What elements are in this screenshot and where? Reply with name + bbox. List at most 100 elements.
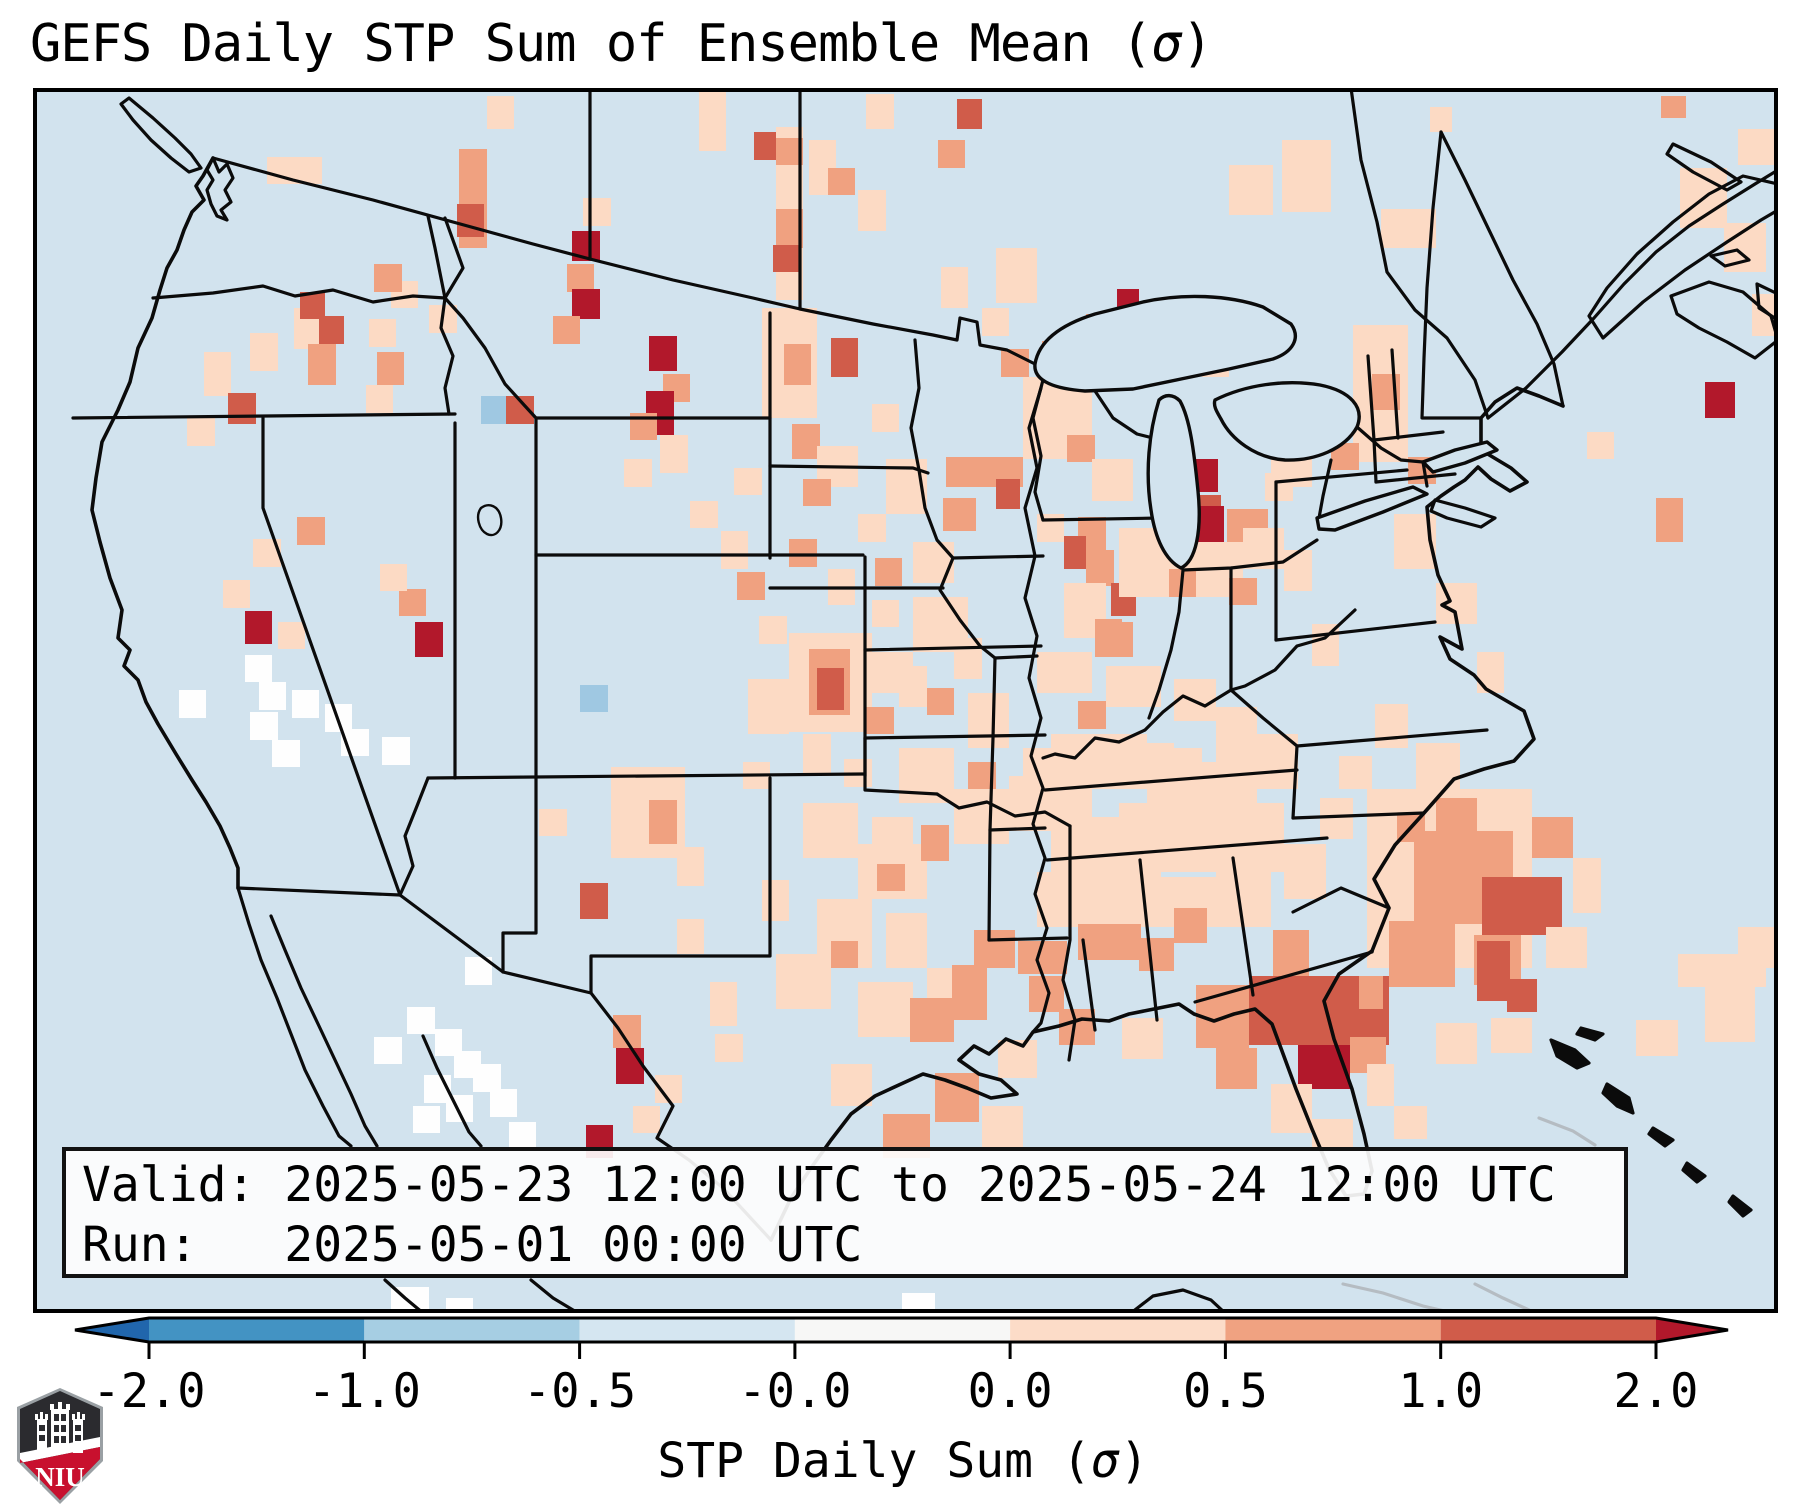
gaspe-peninsula <box>1587 174 1774 340</box>
heatmap-cell <box>871 404 900 432</box>
heatmap-cell <box>1705 987 1755 1043</box>
heatmap-cell <box>1339 756 1373 790</box>
state-line <box>1355 425 1425 464</box>
heatmap-cell <box>830 1064 872 1106</box>
heatmap-cell <box>1229 165 1274 215</box>
heatmap-cell <box>291 690 319 718</box>
heatmap-cell <box>1394 1105 1428 1139</box>
heatmap-cell <box>1661 96 1686 119</box>
heatmap-cell <box>995 247 1037 303</box>
state-line <box>501 776 538 974</box>
heatmap-cell <box>1655 497 1683 542</box>
heatmap-cell <box>866 706 894 735</box>
state-line <box>935 792 1072 828</box>
heatmap-cell <box>943 497 977 531</box>
state-line <box>1193 950 1374 1004</box>
state-line <box>1091 386 1163 442</box>
heatmap-cell <box>222 580 251 608</box>
title-text: GEFS Daily STP Sum of Ensemble Mean ( <box>30 14 1152 74</box>
state-line <box>1147 568 1185 720</box>
state-line <box>1045 836 1329 862</box>
niu-logo-text: NIU <box>35 1462 85 1492</box>
heatmap-cell <box>1490 1017 1532 1054</box>
state-line <box>987 828 992 942</box>
bahamas <box>1549 1038 1591 1070</box>
state-line <box>1229 688 1299 748</box>
heatmap-cell <box>995 478 1021 509</box>
heatmap-cell <box>885 913 927 968</box>
heatmap-cell <box>1229 577 1257 605</box>
colorbar-segment <box>364 1318 580 1342</box>
heatmap-cell <box>981 308 1010 336</box>
heatmap-cell <box>1738 926 1774 968</box>
niu-logo: NIU <box>17 1388 103 1504</box>
heatmap-cell <box>250 712 278 740</box>
heatmap-cell <box>319 316 344 344</box>
heatmap-cell <box>720 530 748 570</box>
heatmap-cell <box>649 800 677 845</box>
colorbar-segment <box>1440 1318 1656 1342</box>
heatmap-cell <box>1067 434 1095 462</box>
atlantic-coast <box>1370 386 1565 953</box>
heatmap-cell <box>1586 431 1615 460</box>
tick-label: 0.5 <box>1183 1364 1268 1419</box>
heatmap-cell <box>1122 1017 1164 1059</box>
lake-superior <box>1033 294 1297 393</box>
heatmap-cell <box>1284 844 1326 900</box>
state-line <box>988 826 1047 832</box>
bahamas <box>1727 1194 1753 1218</box>
heatmap-cell <box>228 393 256 424</box>
state-line <box>1372 430 1445 442</box>
title-close: ) <box>1181 14 1213 74</box>
heatmap-cell <box>1636 1020 1678 1056</box>
state-line <box>909 338 955 560</box>
heatmap-cell <box>1174 907 1208 944</box>
heatmap-cell <box>272 739 300 768</box>
castle-windows <box>39 1414 81 1443</box>
cape-breton <box>1755 282 1774 320</box>
heatmap-cell <box>1738 129 1774 165</box>
heatmap-cell <box>1430 107 1452 132</box>
heatmap-cell <box>616 1047 644 1084</box>
heatmap-cell <box>1243 803 1285 872</box>
tick-label: -0.5 <box>523 1364 636 1419</box>
state-line <box>443 296 538 420</box>
title-sigma: σ <box>1151 14 1182 74</box>
state-line <box>1274 620 1437 642</box>
heatmap-cell <box>957 99 982 130</box>
heatmap-cell <box>308 343 336 385</box>
shield-base <box>20 1447 100 1500</box>
heatmap-cell <box>1215 1047 1257 1089</box>
state-line <box>1421 460 1429 488</box>
valid-run-annotation: Valid: 2025-05-23 12:00 UTC to 2025-05-2… <box>62 1147 1628 1278</box>
heatmap-cell <box>690 500 718 528</box>
state-line <box>426 772 865 780</box>
heatmap-cell <box>803 734 831 776</box>
prince-edward-island <box>1709 248 1751 268</box>
lake-erie <box>1315 485 1429 532</box>
heatmap-cell <box>827 167 856 196</box>
anticosti-island <box>1665 142 1743 192</box>
heatmap-cell <box>913 541 955 583</box>
heatmap-cell <box>858 981 913 1037</box>
heatmap-cell <box>858 189 886 231</box>
heatmap-cell <box>1119 803 1175 872</box>
yucatan-coast <box>1133 1288 1224 1309</box>
heatmap-cell <box>379 563 407 592</box>
heatmap-cell <box>910 998 955 1043</box>
state-line <box>863 733 1047 740</box>
heatmap-cell <box>365 385 394 413</box>
us-canada-border <box>211 156 1037 366</box>
cuba-coast <box>1537 1116 1597 1147</box>
heatmap-cell <box>374 1036 402 1065</box>
heatmap-cell <box>250 332 278 372</box>
state-line <box>863 644 1043 652</box>
heatmap-cell <box>1036 871 1092 927</box>
heatmap-cell <box>772 244 801 273</box>
heatmap-cell <box>1091 459 1133 501</box>
heatmap-cell <box>902 1292 935 1309</box>
heatmap-cell <box>624 459 652 487</box>
tick-label: 1.0 <box>1398 1364 1483 1419</box>
heatmap-cell <box>748 679 790 735</box>
